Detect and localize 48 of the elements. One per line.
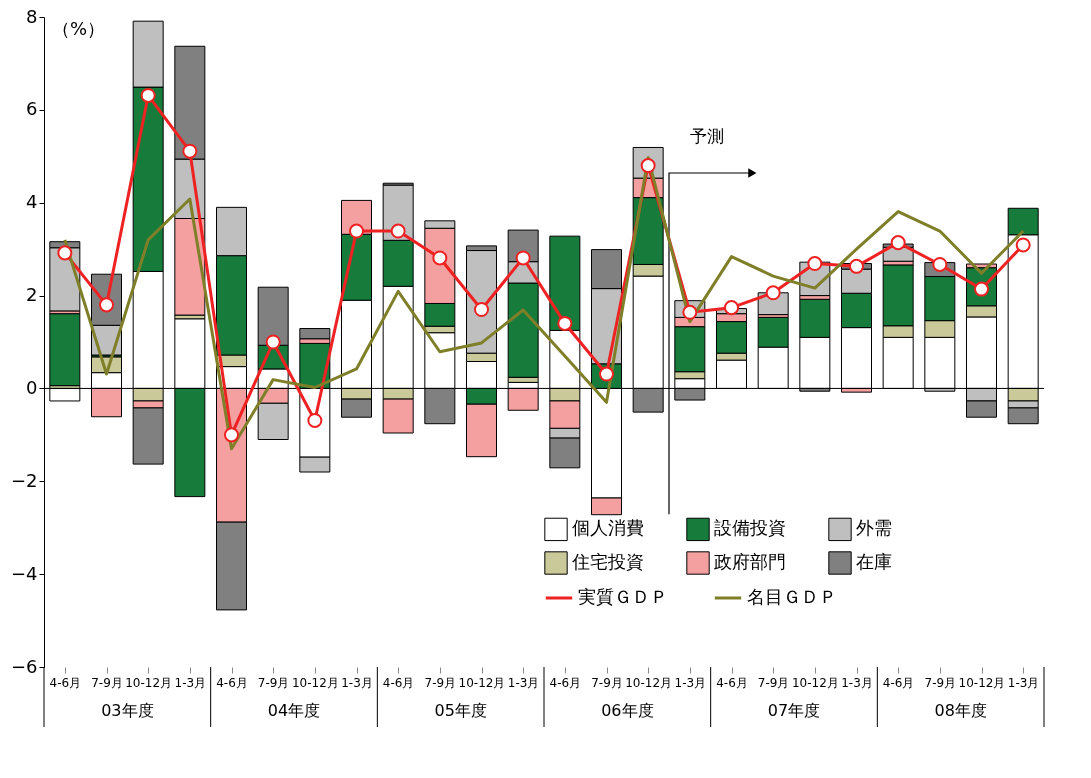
x-tick-label: 10-12月 xyxy=(291,675,339,690)
x-tick-label: 1-3月 xyxy=(674,675,707,690)
x-tick-label: 7-9月 xyxy=(591,675,623,690)
x-tick-label: 7-9月 xyxy=(257,675,290,690)
y-tick-label: 2 xyxy=(26,284,38,306)
x-tick-label: 7-9月 xyxy=(924,675,957,690)
text: 07年度 xyxy=(767,701,821,720)
y-axis-title: （%） xyxy=(52,18,106,39)
x-tick-label: 1-3月 xyxy=(841,675,873,690)
x-tick-label: 10-12月 xyxy=(791,675,839,690)
x-tick-label: 4-6月 xyxy=(382,675,415,690)
text: 03年度 xyxy=(101,701,154,720)
x-tick-label: 1-3月 xyxy=(341,675,373,690)
x-tick-label: 1-3月 xyxy=(1007,675,1040,690)
x-tick-label: 7-9月 xyxy=(424,675,457,690)
x-tick-label: 7-9月 xyxy=(757,675,790,690)
x-tick-label: 4-6月 xyxy=(216,675,248,690)
legend-label: 住宅投資 xyxy=(571,551,644,572)
x-tick-label: 4-6月 xyxy=(549,675,582,690)
x-tick-label: 10-12月 xyxy=(958,675,1006,690)
x-tick-label: 10-12月 xyxy=(458,675,506,690)
y-tick-label: 6 xyxy=(26,98,38,120)
y-tick-label: −4 xyxy=(10,562,38,584)
text: 05年度 xyxy=(434,701,487,720)
legend-label: 政府部門 xyxy=(714,551,786,572)
text: 04年度 xyxy=(267,701,321,720)
x-tick-label: 1-3月 xyxy=(174,675,207,690)
y-tick-label: −6 xyxy=(10,655,38,677)
x-tick-label: 10-12月 xyxy=(625,675,673,690)
annotation: 予測 xyxy=(690,126,725,146)
x-tick-label: 4-6月 xyxy=(716,675,748,690)
text: 06年度 xyxy=(601,701,654,720)
legend-label: 実質ＧＤＰ xyxy=(578,586,668,607)
legend-label: 設備投資 xyxy=(714,517,786,539)
x-tick-label: 7-9月 xyxy=(91,675,123,690)
legend-label: 個人消費 xyxy=(572,517,644,539)
y-tick-label: −2 xyxy=(10,469,38,491)
legend-label: 在庫 xyxy=(856,551,892,572)
legend-label: 外需 xyxy=(856,517,892,539)
y-tick-label: 8 xyxy=(26,5,38,27)
x-tick-label: 1-3月 xyxy=(507,675,540,690)
x-tick-label: 10-12月 xyxy=(125,675,173,690)
y-tick-label: 4 xyxy=(26,191,38,213)
y-tick-label: 0 xyxy=(26,376,38,398)
legend-label: 名目ＧＤＰ xyxy=(747,586,837,607)
x-tick-label: 4-6月 xyxy=(882,675,915,690)
x-tick-label: 4-6月 xyxy=(49,675,82,690)
text: 08年度 xyxy=(934,701,987,720)
